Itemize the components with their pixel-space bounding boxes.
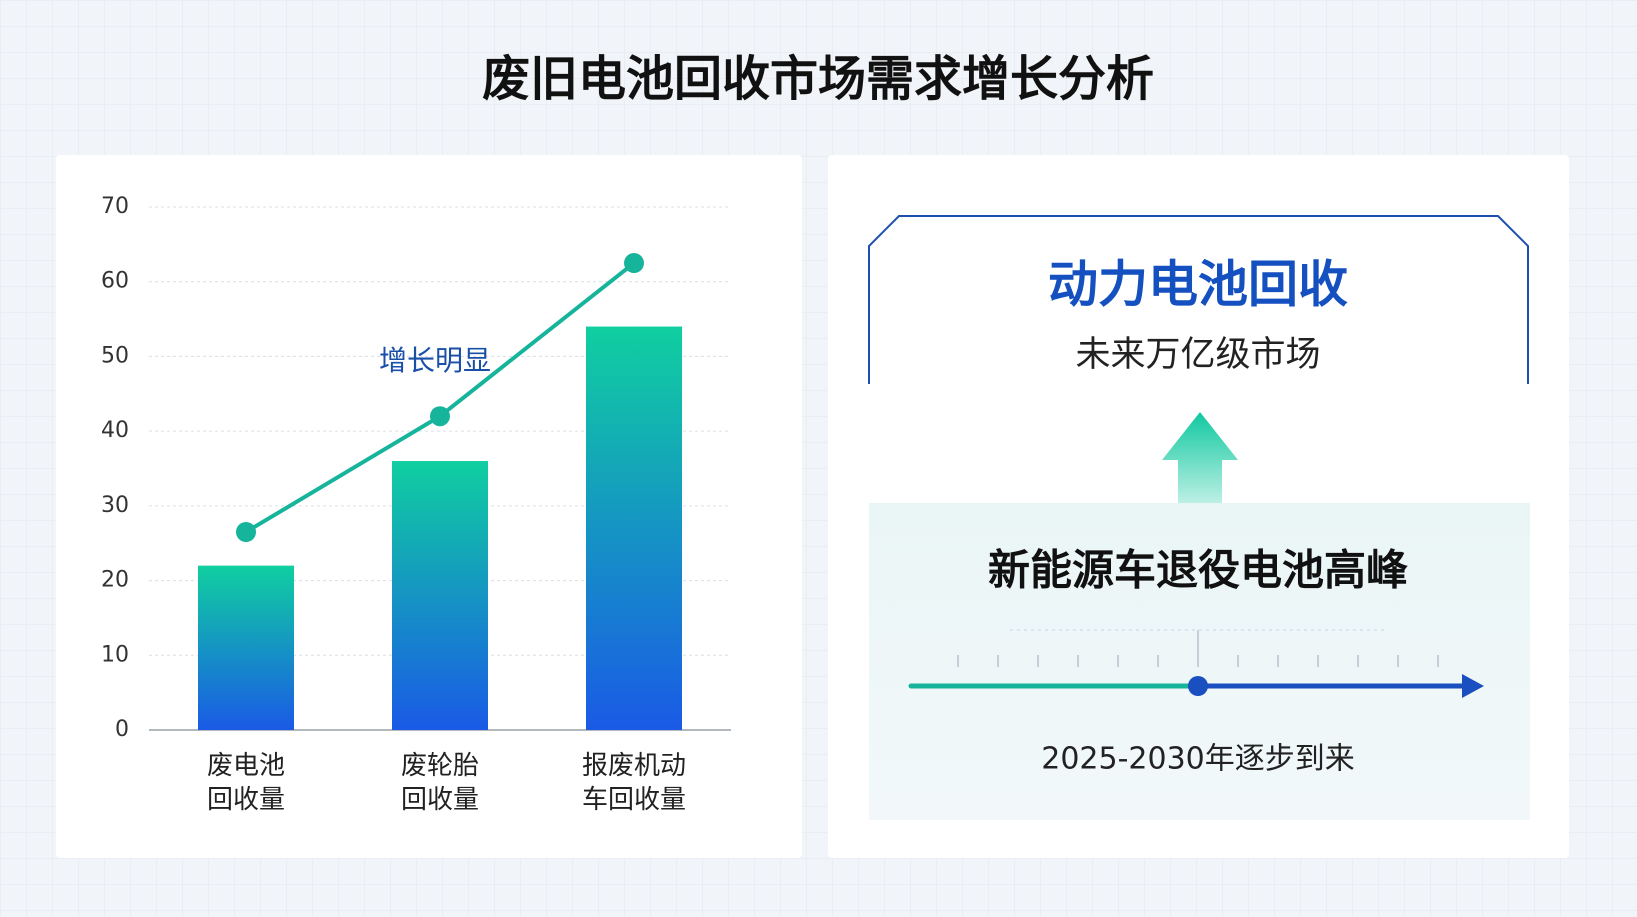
annotation: 增长明显 bbox=[379, 344, 491, 377]
y-tick-label: 10 bbox=[101, 642, 129, 667]
y-tick-label: 20 bbox=[101, 568, 129, 593]
panel-heading: 动力电池回收 bbox=[1048, 256, 1348, 314]
x-tick-line: 车回收量 bbox=[582, 785, 686, 815]
x-tick-label: 报废机动车回收量 bbox=[582, 751, 686, 815]
y-tick-label: 60 bbox=[101, 269, 129, 294]
timeline-label: 2025-2030年逐步到来 bbox=[1041, 742, 1355, 777]
x-tick-label: 废电池回收量 bbox=[207, 751, 285, 815]
peak-box bbox=[869, 503, 1530, 820]
timeline-arrowhead bbox=[1462, 674, 1484, 698]
heading-frame bbox=[868, 215, 1529, 384]
up-arrow bbox=[1162, 412, 1238, 519]
x-tick-line: 报废机动 bbox=[582, 751, 686, 781]
trend-point bbox=[624, 253, 644, 274]
x-tick-label: 废轮胎回收量 bbox=[401, 751, 479, 815]
timeline-ticks bbox=[957, 630, 1439, 667]
x-tick-line: 回收量 bbox=[207, 785, 285, 815]
peak-text: 新能源车退役电池高峰 bbox=[988, 546, 1408, 595]
y-tick-label: 30 bbox=[101, 493, 129, 518]
trend-point bbox=[236, 522, 256, 543]
y-tick-label: 40 bbox=[101, 418, 129, 443]
y-tick-label: 50 bbox=[101, 343, 129, 368]
x-tick-line: 回收量 bbox=[401, 785, 479, 815]
y-tick-label: 0 bbox=[115, 717, 129, 742]
x-tick-line: 废电池 bbox=[207, 751, 285, 781]
bar bbox=[392, 461, 488, 730]
timeline-marker bbox=[1188, 676, 1208, 696]
x-tick-line: 废轮胎 bbox=[401, 751, 479, 781]
bar bbox=[586, 326, 682, 730]
trend-point bbox=[430, 406, 450, 427]
panel-subheading: 未来万亿级市场 bbox=[1075, 335, 1320, 375]
y-tick-label: 70 bbox=[101, 194, 129, 219]
bar bbox=[198, 565, 294, 730]
page-title: 废旧电池回收市场需求增长分析 bbox=[482, 51, 1154, 107]
